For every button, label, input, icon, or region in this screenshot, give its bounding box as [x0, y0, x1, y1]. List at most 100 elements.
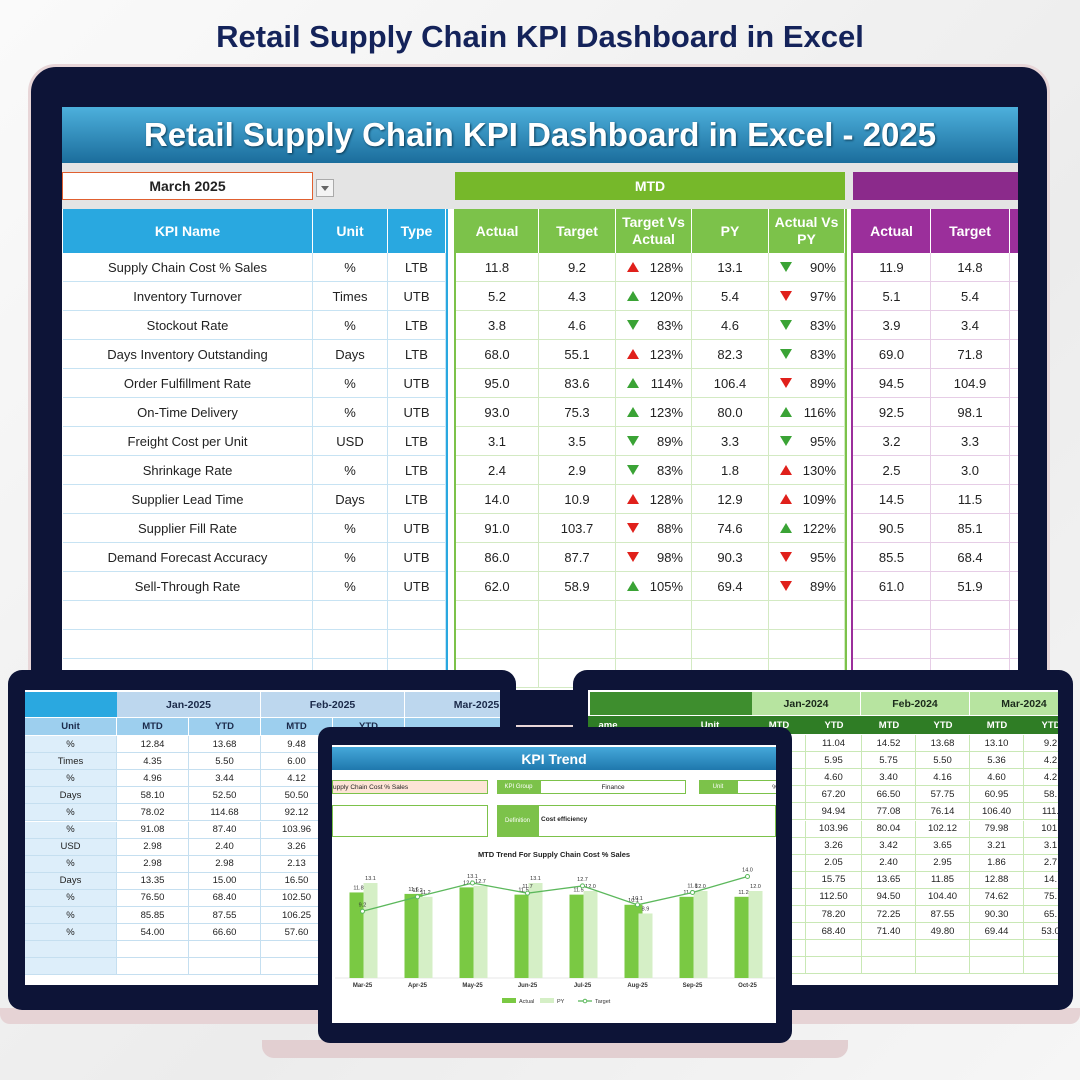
legend-label: Target — [595, 999, 611, 1005]
x-tick-label: Sep-25 — [683, 983, 703, 989]
table-cell: 74.6 — [692, 514, 769, 543]
status-value: 83% — [809, 346, 836, 362]
dashboard-screen: Retail Supply Chain KPI Dashboard in Exc… — [62, 107, 1018, 690]
table-cell — [189, 958, 261, 976]
table-cell: 89% — [769, 572, 845, 601]
column-header: Unit — [313, 209, 388, 253]
table-cell: 66.50 — [862, 786, 916, 804]
table-cell: % — [313, 514, 388, 543]
arrow-shape — [627, 378, 639, 388]
table-cell: UTB — [388, 572, 446, 601]
status-arrow — [780, 378, 792, 388]
data-label: 11.2 — [420, 890, 430, 896]
month-dropdown[interactable]: March 2025 — [62, 172, 313, 200]
table-cell: 13.65 — [862, 871, 916, 889]
blank-box — [332, 805, 488, 837]
status-arrow — [627, 436, 639, 446]
data-label: 12.0 — [695, 884, 706, 890]
table-cell — [970, 940, 1024, 958]
status-value: 122% — [802, 520, 836, 536]
table-cell: 14.8 — [931, 253, 1010, 282]
field-label: Definition — [497, 805, 538, 837]
table-cell: Times — [313, 282, 388, 311]
table-cell: Freight Cost per Unit — [63, 427, 313, 456]
field-value: Cost efficiency — [538, 805, 776, 837]
status-arrow — [627, 523, 639, 533]
status-value: 109% — [802, 491, 836, 507]
table-cell: 76.50 — [117, 889, 189, 907]
x-tick-label: Mar-25 — [353, 983, 373, 989]
data-label: 11.2 — [412, 888, 422, 894]
x-tick-label: Aug-25 — [627, 983, 648, 989]
target-point — [580, 883, 585, 889]
status-arrow — [780, 349, 792, 359]
table-cell — [1010, 456, 1018, 485]
table-cell — [1010, 398, 1018, 427]
table-cell: 67.20 — [806, 786, 862, 804]
table-cell: UTB — [388, 543, 446, 572]
table-cell: 106.40 — [970, 803, 1024, 821]
table-cell: 5.75 — [862, 752, 916, 770]
data-label: 11.2 — [738, 890, 748, 896]
table-cell: LTB — [388, 427, 446, 456]
table-cell — [769, 601, 845, 630]
table-cell: % — [25, 804, 117, 822]
table-cell: LTB — [388, 485, 446, 514]
table-cell: 4.60 — [806, 769, 862, 787]
table-cell: 4.16 — [916, 769, 970, 787]
dropdown-button[interactable] — [316, 179, 334, 197]
table-cell: 2.4 — [456, 456, 539, 485]
table-cell — [1010, 485, 1018, 514]
table-cell: 1.86 — [970, 854, 1024, 872]
table-cell — [25, 941, 117, 959]
table-cell: 61.0 — [853, 572, 931, 601]
table-cell: 83% — [769, 340, 845, 369]
table-cell: 4.6 — [539, 311, 616, 340]
table-cell: 69.4 — [692, 572, 769, 601]
x-tick-label: Apr-25 — [408, 983, 428, 989]
status-value: 95% — [809, 433, 836, 449]
data-label: 9.2 — [359, 902, 367, 908]
month-header: Mar-2024 — [970, 692, 1058, 715]
table-cell: 116% — [769, 398, 845, 427]
table-cell: % — [25, 855, 117, 873]
sub-header: MTD — [986, 719, 1008, 731]
table-cell: 5.36 — [970, 752, 1024, 770]
table-cell: 104.9 — [931, 369, 1010, 398]
table-cell — [692, 630, 769, 659]
table-cell: 130% — [769, 456, 845, 485]
table-cell — [862, 940, 916, 958]
table-cell: 101. — [1024, 820, 1058, 838]
month-header: Feb-2024 — [861, 692, 970, 715]
table-cell: 95% — [769, 543, 845, 572]
table-cell: On-Time Delivery — [63, 398, 313, 427]
bar — [583, 891, 598, 978]
status-value: 114% — [650, 375, 683, 391]
table-cell: 65. — [1024, 906, 1058, 924]
table-cell: Days — [25, 872, 117, 890]
table-cell — [916, 940, 970, 958]
status-arrow — [627, 349, 639, 359]
table-cell: 3.8 — [456, 311, 539, 340]
bar — [748, 891, 763, 978]
status-value: 90% — [809, 259, 836, 275]
table-cell: 93.0 — [456, 398, 539, 427]
block-border — [851, 209, 853, 690]
column-header: Actual — [853, 209, 931, 253]
table-cell: 14. — [1024, 871, 1058, 889]
table-cell — [1024, 957, 1058, 975]
table-cell: 2.98 — [117, 838, 189, 856]
table-cell: 3.42 — [862, 837, 916, 855]
arrow-shape — [780, 581, 792, 591]
column-header: Type — [388, 209, 446, 253]
sub-header: Unit — [25, 718, 117, 735]
table-cell — [1024, 940, 1058, 958]
table-cell: 3.3 — [931, 427, 1010, 456]
table-cell: Order Fulfillment Rate — [63, 369, 313, 398]
table-cell — [769, 630, 845, 659]
data-label: 11.7 — [522, 884, 532, 890]
table-cell: 3.3 — [692, 427, 769, 456]
arrow-shape — [780, 552, 792, 562]
bar — [459, 887, 478, 978]
